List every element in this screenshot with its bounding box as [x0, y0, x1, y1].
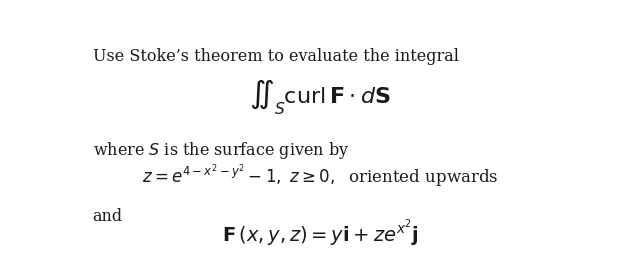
Text: $z = e^{4-x^2-y^2} - 1,\ z \geq 0,$  oriented upwards: $z = e^{4-x^2-y^2} - 1,\ z \geq 0,$ orie… — [142, 162, 499, 190]
Text: $\mathbf{F}\,(x, y, z) = y\mathbf{i} + ze^{x^2}\mathbf{j}$: $\mathbf{F}\,(x, y, z) = y\mathbf{i} + z… — [222, 219, 419, 249]
Text: $\iint_S \mathrm{curl}\, \mathbf{F} \cdot d\mathbf{S}$: $\iint_S \mathrm{curl}\, \mathbf{F} \cdo… — [249, 77, 391, 117]
Text: and: and — [92, 208, 123, 225]
Text: where $S$ is the surface given by: where $S$ is the surface given by — [92, 140, 349, 161]
Text: Use Stoke’s theorem to evaluate the integral: Use Stoke’s theorem to evaluate the inte… — [92, 48, 459, 65]
